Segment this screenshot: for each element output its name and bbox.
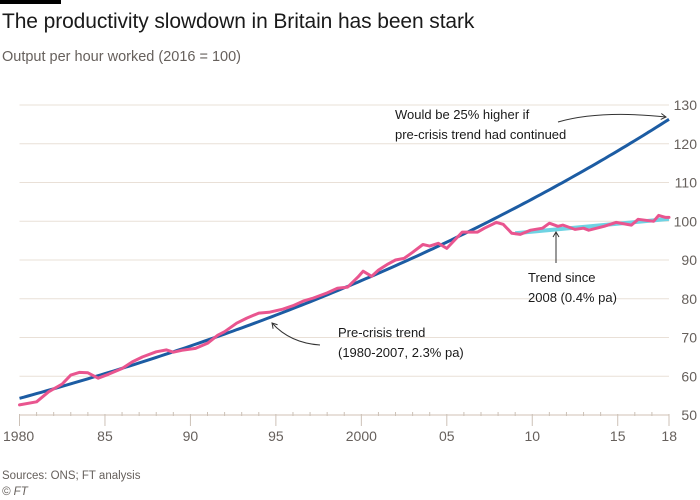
x-tick-label: 15 <box>610 428 626 444</box>
x-tick-label: 10 <box>524 428 540 444</box>
y-tick-label: 110 <box>675 175 698 191</box>
post-crisis-annotation-text-line: Trend since <box>528 270 595 285</box>
source-note: Sources: ONS; FT analysis <box>2 470 141 482</box>
annotations-layer: Would be 25% higher if pre-crisis trend h… <box>271 107 667 360</box>
y-tick-label: 70 <box>681 330 697 346</box>
y-tick-label: 130 <box>674 97 698 113</box>
y-tick-label: 60 <box>681 368 697 384</box>
post-crisis-annotation-text: Trend since 2008 (0.4% pa) <box>528 270 617 305</box>
x-tick-label: 95 <box>268 428 284 444</box>
ft-brand-bar <box>0 0 61 4</box>
y-axis: 50 60 70 80 90 100 110 120 130 <box>674 97 698 423</box>
x-tick-label: 2000 <box>346 428 377 444</box>
gap-annotation-text: Would be 25% higher if pre-crisis trend h… <box>395 107 566 142</box>
y-tick-label: 50 <box>681 407 697 423</box>
y-tick-label: 100 <box>674 213 698 229</box>
copyright-note: © FT <box>2 486 28 498</box>
y-tick-label: 80 <box>681 291 697 307</box>
x-tick-label: 05 <box>439 428 455 444</box>
y-tick-label: 90 <box>681 252 697 268</box>
pre-crisis-annotation-text-line: Pre-crisis trend <box>338 325 425 340</box>
x-tick-label: 1980 <box>3 428 34 444</box>
gap-annotation-text-line: Would be 25% higher if <box>395 107 530 122</box>
x-tick-label: 85 <box>97 428 113 444</box>
gridlines <box>19 104 669 377</box>
gap-annotation-text-line: pre-crisis trend had continued <box>395 127 566 142</box>
pre-crisis-annotation-text: Pre-crisis trend (1980-2007, 2.3% pa) <box>338 325 464 360</box>
pre-crisis-annotation-text-line: (1980-2007, 2.3% pa) <box>338 345 464 360</box>
series-layer <box>18 118 671 407</box>
post-crisis-annotation-text-line: 2008 (0.4% pa) <box>528 290 617 305</box>
gap-annotation-arrow-icon <box>557 113 667 123</box>
chart-subtitle: Output per hour worked (2016 = 100) <box>2 49 241 65</box>
pre-crisis-annotation-arrow-icon <box>271 322 321 346</box>
x-tick-label: 18 <box>661 428 677 444</box>
x-tick-label: 90 <box>183 428 199 444</box>
y-tick-label: 120 <box>674 136 698 152</box>
output-per-hour-line <box>18 213 671 407</box>
x-axis: 1980 85 90 95 2000 05 10 15 18 <box>3 412 677 444</box>
chart-title: The productivity slowdown in Britain has… <box>2 10 475 33</box>
